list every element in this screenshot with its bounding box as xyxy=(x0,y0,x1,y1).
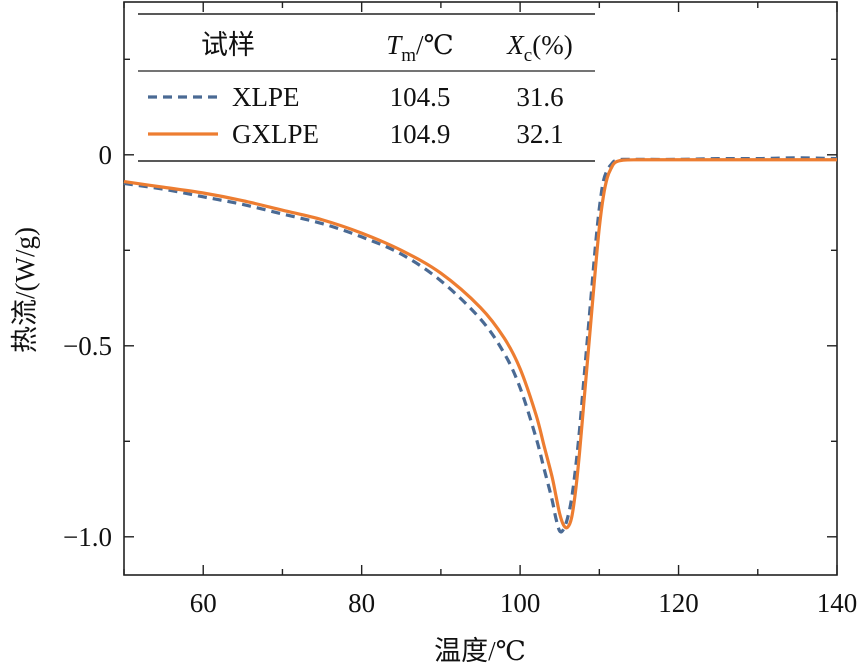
legend: 试样 Tm/℃ Xc(%) XLPE 104.5 31.6 GXLPE 104.… xyxy=(138,13,595,162)
legend-header-tm-sub: m xyxy=(401,45,416,66)
plot-frame xyxy=(123,1,838,576)
legend-xc-xlpe: 31.6 xyxy=(516,82,563,112)
legend-name-gxlpe: GXLPE xyxy=(232,119,319,149)
legend-header-xc-sub: c xyxy=(524,45,532,66)
x-tick-label: 120 xyxy=(658,588,699,618)
x-tick-label: 60 xyxy=(190,588,217,618)
y-axis-title: 热流/(W/g) xyxy=(10,227,40,353)
legend-header-sample: 试样 xyxy=(201,30,255,60)
y-tick-label: −0.5 xyxy=(63,331,112,361)
x-tick-label: 80 xyxy=(348,588,375,618)
legend-header-tm: Tm/℃ xyxy=(386,30,454,66)
x-tick-label: 140 xyxy=(817,588,858,618)
y-tick-label: 0 xyxy=(99,140,113,170)
tick-marks xyxy=(123,2,838,575)
x-tick-label: 100 xyxy=(500,588,541,618)
legend-tm-xlpe: 104.5 xyxy=(390,82,451,112)
x-axis-title: 温度/℃ xyxy=(434,636,526,666)
series-line-gxlpe xyxy=(123,158,837,530)
legend-xc-gxlpe: 32.1 xyxy=(516,119,563,149)
legend-tm-gxlpe: 104.9 xyxy=(390,119,451,149)
series-layer xyxy=(123,156,838,534)
legend-header-tm-symbol: T xyxy=(386,30,403,60)
series-line-xlpe xyxy=(123,156,838,534)
legend-header-xc-unit: (%) xyxy=(532,30,572,60)
legend-header-xc-symbol: X xyxy=(506,30,525,60)
legend-header-tm-unit: /℃ xyxy=(416,30,454,60)
tick-labels: 60 80 100 120 140 0 −0.5 −1.0 xyxy=(63,140,857,618)
legend-name-xlpe: XLPE xyxy=(232,82,300,112)
legend-header-xc: Xc(%) xyxy=(506,30,572,66)
y-tick-label: −1.0 xyxy=(63,522,112,552)
